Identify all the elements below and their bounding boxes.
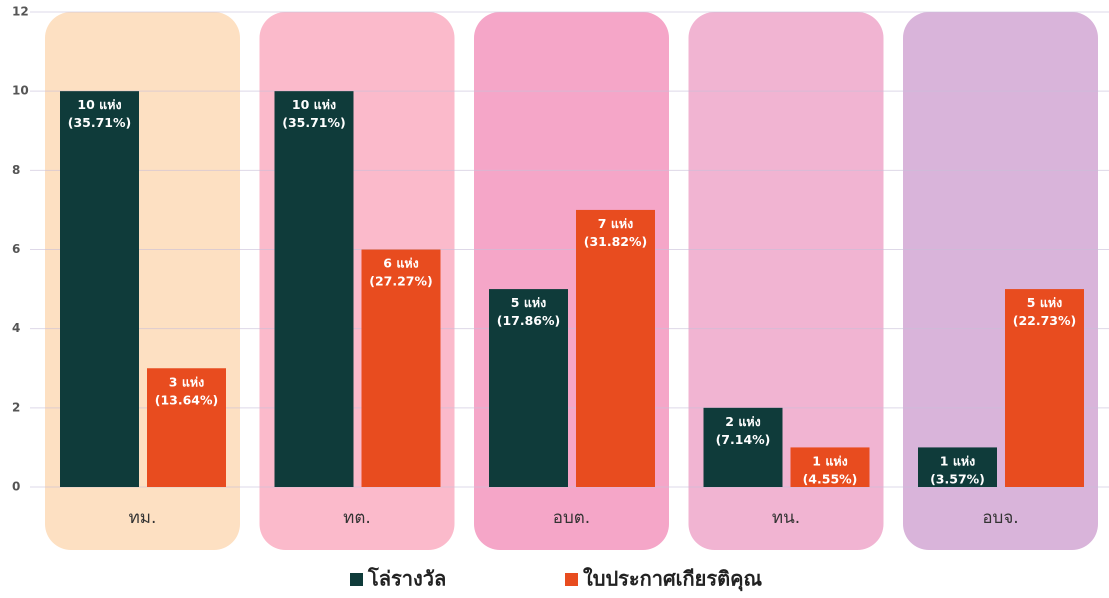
data-label-line: (22.73%): [1013, 313, 1077, 328]
y-tick-label: 0: [12, 480, 20, 494]
data-label-line: 5 แห่ง: [511, 295, 546, 310]
data-label: 10 แห่ง (35.71%): [282, 97, 346, 130]
data-label-line: (27.27%): [369, 273, 433, 288]
data-label-line: (17.86%): [497, 313, 561, 328]
x-tick-label: ทม.: [129, 508, 157, 528]
data-label-line: (35.71%): [68, 115, 132, 130]
data-label: 5 แห่ง (17.86%): [497, 295, 561, 328]
data-label-line: 10 แห่ง: [77, 97, 121, 112]
x-tick-label: ทน.: [772, 508, 800, 528]
y-tick-label: 10: [12, 84, 29, 98]
bar: [918, 447, 997, 487]
x-tick-label: อบต.: [553, 508, 590, 528]
y-tick-label: 12: [12, 5, 29, 19]
bar: [576, 209, 655, 487]
data-label-line: 10 แห่ง: [292, 97, 336, 112]
bar: [1005, 289, 1084, 487]
data-label-line: 2 แห่ง: [725, 413, 760, 428]
data-label-line: 6 แห่ง: [383, 255, 418, 270]
data-label-line: (4.55%): [803, 471, 858, 486]
data-label-line: (7.14%): [716, 431, 771, 446]
legend-swatch: [350, 573, 363, 586]
data-label-line: (3.57%): [930, 471, 985, 486]
legend-label: ใบประกาศเกียรติคุณ: [583, 567, 762, 592]
data-label: 10 แห่ง (35.71%): [68, 97, 132, 130]
data-label-line: (31.82%): [584, 233, 648, 248]
data-label-line: 1 แห่ง: [812, 453, 847, 468]
data-label: 1 แห่ง (3.57%): [930, 453, 985, 486]
data-label: 2 แห่ง (7.14%): [716, 413, 771, 446]
data-label-line: 5 แห่ง: [1027, 295, 1062, 310]
bar: [361, 249, 441, 487]
data-label-line: (13.64%): [155, 392, 219, 407]
data-label: 7 แห่ง (31.82%): [584, 215, 648, 248]
data-label: 3 แห่ง (13.64%): [155, 374, 219, 407]
y-tick-label: 6: [12, 242, 20, 256]
bar: [147, 368, 226, 487]
data-label: 5 แห่ง (22.73%): [1013, 295, 1077, 328]
data-label: 6 แห่ง (27.27%): [369, 255, 433, 288]
legend-swatch: [565, 573, 578, 586]
data-label-line: 7 แห่ง: [598, 215, 633, 230]
data-label-line: (35.71%): [282, 115, 346, 130]
bar: [274, 91, 354, 488]
data-label: 1 แห่ง (4.55%): [803, 453, 858, 486]
data-label-line: 1 แห่ง: [940, 453, 975, 468]
data-label-line: 3 แห่ง: [169, 374, 204, 389]
x-tick-label: ทต.: [343, 508, 371, 528]
bar: [790, 447, 870, 487]
bar: [703, 407, 783, 487]
bar: [489, 289, 568, 487]
legend-label: โล่รางวัล: [367, 567, 446, 591]
y-tick-label: 4: [12, 321, 20, 335]
y-tick-label: 2: [12, 400, 20, 414]
bar: [60, 91, 139, 488]
x-tick-label: อบจ.: [982, 508, 1018, 528]
y-tick-label: 8: [12, 163, 20, 177]
